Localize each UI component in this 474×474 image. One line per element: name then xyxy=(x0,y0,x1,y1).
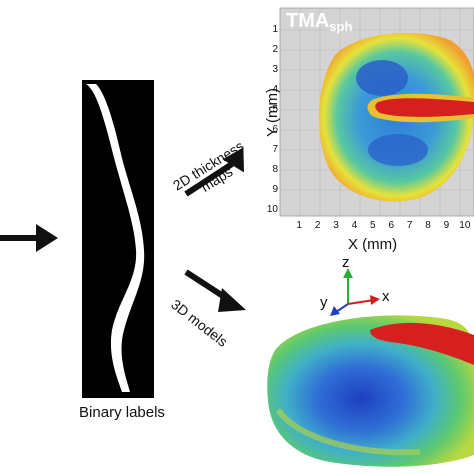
x-tick: 9 xyxy=(443,220,450,231)
map-y-ticks: 1 2 3 4 5 6 7 8 9 10 xyxy=(266,20,278,220)
x-tick: 10 xyxy=(459,220,471,231)
thin-region xyxy=(368,134,428,166)
map-title-sub: sph xyxy=(329,19,353,34)
thin-region xyxy=(356,60,408,96)
thickness-map-panel xyxy=(279,7,474,217)
x-tick: 8 xyxy=(425,220,431,231)
x-tick: 3 xyxy=(333,220,339,231)
x-tick: 6 xyxy=(388,220,395,231)
binary-labels-caption: Binary labels xyxy=(79,404,165,421)
3d-model xyxy=(267,315,474,467)
x-tick: 5 xyxy=(370,220,376,231)
input-arrow xyxy=(0,224,58,252)
y-tick: 4 xyxy=(272,84,278,95)
y-tick: 3 xyxy=(272,64,278,75)
y-axis xyxy=(335,303,349,313)
y-tick: 2 xyxy=(272,44,278,55)
x-tick: 1 xyxy=(296,220,302,231)
y-tick: 7 xyxy=(272,144,278,155)
axis-y-label: y xyxy=(320,294,328,311)
x-tick: 7 xyxy=(406,220,413,231)
3d-ridge xyxy=(370,322,474,365)
label-shape xyxy=(86,84,145,392)
binary-label-image xyxy=(82,80,154,398)
map-title-main: TMA xyxy=(286,10,330,32)
x-tick: 4 xyxy=(351,220,358,231)
y-tick: 10 xyxy=(266,204,278,215)
3d-surface xyxy=(267,315,474,467)
y-tick: 1 xyxy=(272,24,278,35)
y-tick: 8 xyxy=(272,164,278,175)
map-x-ticks: 1 2 3 4 5 6 7 8 9 10 xyxy=(290,220,474,231)
arrow-to-3d-model xyxy=(184,269,246,312)
y-tick: 6 xyxy=(272,124,278,135)
axis-x-label: x xyxy=(382,288,390,305)
y-tick: 9 xyxy=(272,184,278,195)
thickness-ridge xyxy=(375,98,474,117)
y-tick: 5 xyxy=(272,104,278,115)
arrow-to-2d-map xyxy=(184,147,244,197)
axis-z-label: z xyxy=(342,254,350,271)
3d-rim xyxy=(275,408,421,456)
x-axis xyxy=(347,299,375,305)
axes-triad xyxy=(330,268,380,316)
map-title: TMAsph xyxy=(286,10,352,34)
x-tick: 2 xyxy=(314,220,321,231)
map-xlabel: X (mm) xyxy=(348,236,398,253)
